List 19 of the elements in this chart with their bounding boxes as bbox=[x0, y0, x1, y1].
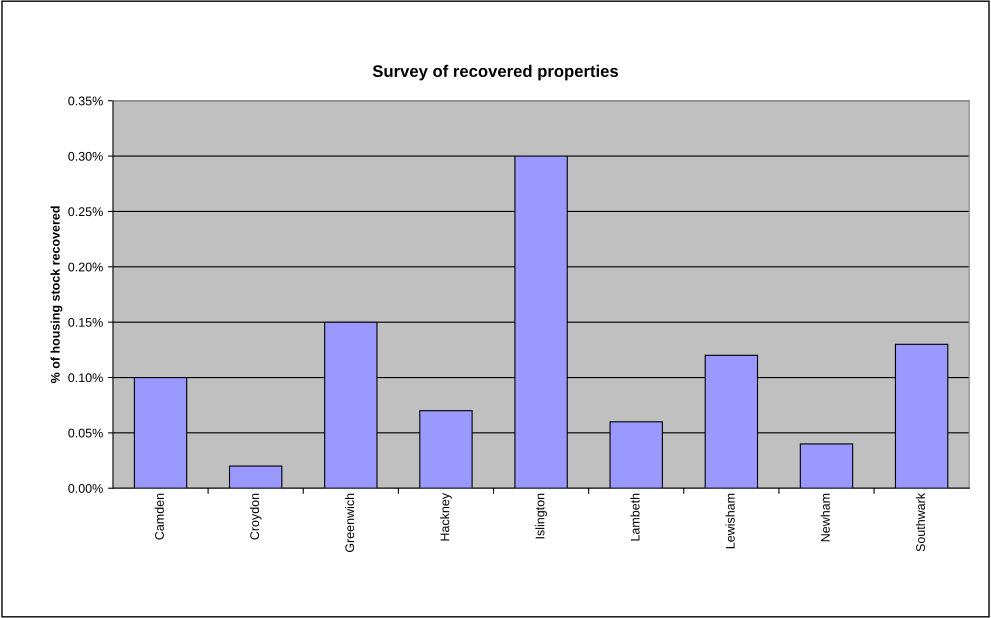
x-tick-label: Greenwich bbox=[344, 494, 354, 552]
x-tick-label: Newham bbox=[820, 494, 830, 542]
x-tick-label: Lewisham bbox=[726, 494, 735, 548]
x-tick-label: Croydon bbox=[250, 494, 262, 540]
y-tick-label: 0.25% bbox=[68, 207, 103, 216]
chart-title: Survey of recovered properties bbox=[372, 64, 618, 80]
x-tick-label: Southwark bbox=[916, 492, 925, 552]
x-tick-label: Lambeth bbox=[630, 494, 640, 541]
y-tick-label: 0.15% bbox=[68, 318, 103, 327]
x-tick-label: Camden bbox=[154, 494, 164, 540]
y-tick-label: 0.00% bbox=[68, 484, 103, 493]
y-tick-label: 0.05% bbox=[68, 428, 103, 438]
y-axis-title: % of housing stock recovered bbox=[50, 206, 62, 384]
x-tick-label: Islington bbox=[535, 494, 547, 538]
x-tick-label: Hackney bbox=[440, 492, 452, 541]
y-tick-label: 0.20% bbox=[68, 262, 103, 272]
y-tick-label: 0.10% bbox=[68, 373, 103, 382]
y-tick-label: 0.35% bbox=[68, 96, 103, 106]
y-tick-label: 0.30% bbox=[68, 152, 103, 161]
